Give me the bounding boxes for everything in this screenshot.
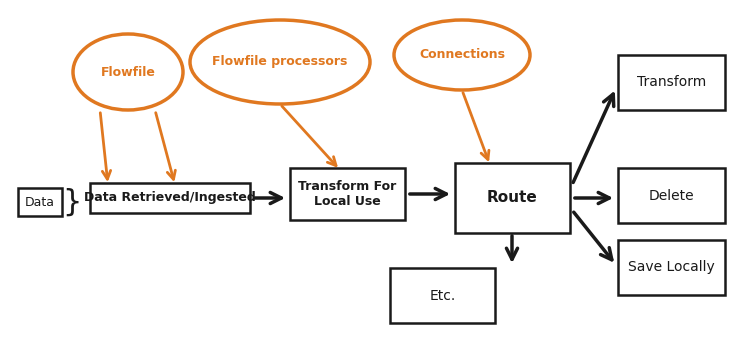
Text: Data: Data [25, 195, 55, 209]
Text: Route: Route [487, 190, 538, 206]
FancyBboxPatch shape [455, 163, 570, 233]
FancyBboxPatch shape [618, 240, 725, 295]
FancyBboxPatch shape [390, 268, 495, 323]
Text: Delete: Delete [649, 189, 694, 202]
FancyBboxPatch shape [618, 55, 725, 110]
Text: Transform For
Local Use: Transform For Local Use [298, 180, 397, 208]
FancyBboxPatch shape [618, 168, 725, 223]
Text: Connections: Connections [419, 49, 505, 62]
FancyBboxPatch shape [290, 168, 405, 220]
Text: Transform: Transform [637, 76, 706, 89]
Text: Save Locally: Save Locally [628, 261, 715, 274]
Text: Flowfile: Flowfile [101, 66, 155, 79]
FancyBboxPatch shape [90, 183, 250, 213]
Text: Data Retrieved/Ingested: Data Retrieved/Ingested [84, 191, 256, 205]
Text: Etc.: Etc. [429, 289, 456, 303]
Text: Flowfile processors: Flowfile processors [212, 55, 348, 68]
Text: }: } [62, 188, 81, 216]
FancyBboxPatch shape [18, 188, 62, 216]
